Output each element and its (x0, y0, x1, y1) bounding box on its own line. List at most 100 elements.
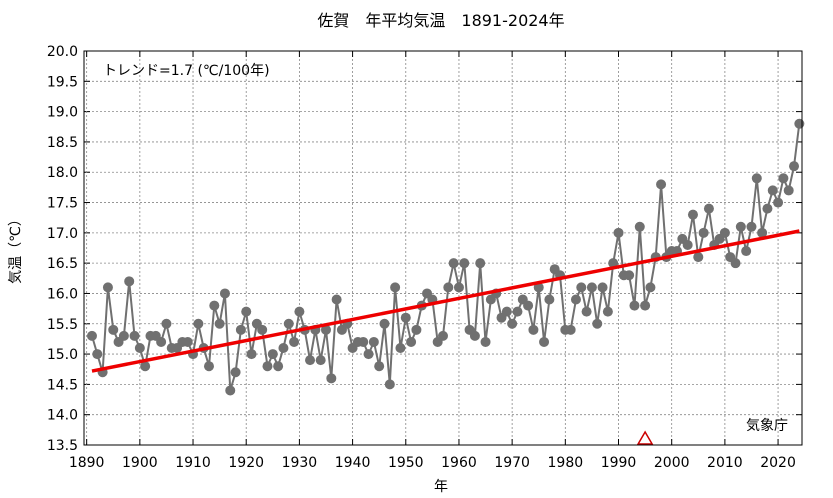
data-point (719, 227, 730, 238)
data-point (730, 258, 741, 269)
data-point (92, 349, 103, 360)
x-tick-label: 1960 (441, 455, 477, 471)
x-tick-label: 1930 (282, 455, 318, 471)
data-point (289, 336, 300, 347)
marker-triangle (636, 430, 654, 445)
data-point (570, 294, 581, 305)
data-point (406, 336, 417, 347)
data-point (539, 336, 550, 347)
data-point (533, 282, 544, 293)
x-tick-label: 1940 (335, 455, 371, 471)
y-tick-label: 14.5 (47, 377, 78, 393)
y-tick-label: 19.5 (47, 74, 78, 90)
data-point (363, 349, 374, 360)
x-tick-labels: 1890 1900 1910 1920 1930 1940 1950 1960 1970 1980… (69, 455, 796, 471)
data-point (241, 306, 252, 317)
data-point (789, 161, 800, 172)
data-point (757, 227, 768, 238)
data-point (443, 282, 454, 293)
data-point (262, 361, 273, 372)
data-point (602, 306, 613, 317)
data-point (501, 306, 512, 317)
x-tick-label: 1900 (122, 455, 158, 471)
data-point (586, 282, 597, 293)
data-point (124, 276, 135, 287)
data-point (86, 330, 97, 341)
data-point (320, 324, 331, 335)
data-point (507, 318, 518, 329)
y-tick-label: 17.5 (47, 196, 78, 212)
data-point (283, 318, 294, 329)
data-point (118, 330, 129, 341)
data-point (161, 318, 172, 329)
plot-frame (83, 50, 803, 446)
data-point (528, 324, 539, 335)
data-point (645, 282, 656, 293)
data-point (767, 185, 778, 196)
data-point (219, 288, 230, 299)
data-point (225, 385, 236, 396)
y-tick-label: 17.0 (47, 226, 78, 242)
data-point (794, 118, 805, 129)
data-point (294, 306, 305, 317)
data-point (140, 361, 151, 372)
data-point (331, 294, 342, 305)
data-point (624, 270, 635, 281)
chart-title: 佐賀 年平均気温 1891-2024年 (317, 11, 564, 30)
data-point (682, 239, 693, 250)
y-tick-label: 15.0 (47, 347, 78, 363)
data-point (629, 300, 640, 311)
y-tick-label: 16.5 (47, 256, 78, 272)
data-point (379, 318, 390, 329)
data-point (257, 324, 268, 335)
data-point (693, 252, 704, 263)
data-point (411, 324, 422, 335)
data-point (698, 227, 709, 238)
data-point (390, 282, 401, 293)
data-point (400, 312, 411, 323)
data-point (703, 203, 714, 214)
x-tick-label: 1910 (175, 455, 211, 471)
y-tick-labels: 13.5 14.0 14.5 15.0 15.5 16.0 16.5 17.0 17.5 18.0… (47, 44, 78, 454)
data-point (640, 300, 651, 311)
x-tick-label: 1990 (601, 455, 637, 471)
source-label: 気象庁 (746, 418, 788, 434)
y-tick-label: 15.5 (47, 317, 78, 333)
data-point (453, 282, 464, 293)
data-point (597, 282, 608, 293)
data-point (230, 367, 241, 378)
data-point (235, 324, 246, 335)
x-axis-label: 年 (434, 479, 448, 495)
data-point (129, 330, 140, 341)
x-tick-label: 2000 (654, 455, 690, 471)
y-tick-label: 16.0 (47, 286, 78, 302)
grid (84, 50, 802, 446)
y-tick-label: 20.0 (47, 44, 78, 60)
data-point (783, 185, 794, 196)
data-point (246, 349, 257, 360)
data-point (480, 336, 491, 347)
data-point (134, 343, 145, 354)
data-point (448, 258, 459, 269)
y-tick-label: 18.5 (47, 135, 78, 151)
data-point (368, 336, 379, 347)
data-point (156, 336, 167, 347)
data-point (687, 209, 698, 220)
data-point (102, 282, 113, 293)
data-point (315, 355, 326, 366)
x-tick-label: 1970 (494, 455, 530, 471)
data-point (475, 258, 486, 269)
data-point (267, 349, 278, 360)
data-point (613, 227, 624, 238)
x-tick-label: 2010 (707, 455, 743, 471)
data-point (656, 179, 667, 190)
data-point (182, 336, 193, 347)
data-point (741, 246, 752, 257)
trend-line (91, 229, 800, 373)
data-point (209, 300, 220, 311)
data-point (762, 203, 773, 214)
y-tick-label: 18.0 (47, 165, 78, 181)
data-point (751, 173, 762, 184)
data-point (273, 361, 284, 372)
